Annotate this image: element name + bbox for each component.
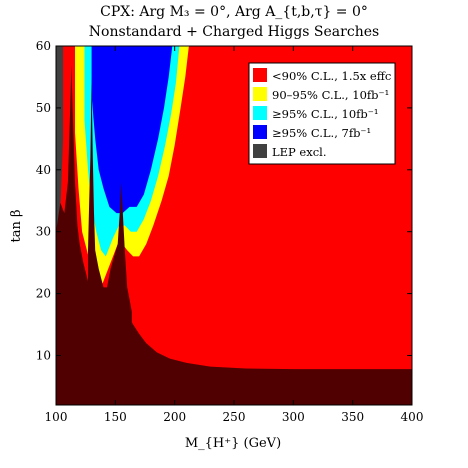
region-4-allowed-dark-region-spikes <box>88 76 132 405</box>
legend-swatch <box>253 125 267 139</box>
legend-label: <90% C.L., 1.5x effc <box>272 69 391 83</box>
y-tick-label: 40 <box>36 163 51 177</box>
legend-swatch <box>253 144 267 158</box>
legend-box <box>248 62 396 165</box>
y-tick-label: 50 <box>36 101 51 115</box>
x-axis-label: M_{H⁺} (GeV) <box>185 436 281 451</box>
x-tick-label: 100 <box>45 410 68 424</box>
legend-label: ≥95% C.L., 7fb⁻¹ <box>272 126 371 140</box>
legend-label: 90–95% C.L., 10fb⁻¹ <box>272 88 389 102</box>
y-tick-label: 20 <box>36 287 51 301</box>
chart-title-line1: CPX: Arg M₃ = 0°, Arg A_{t,b,τ} = 0° <box>100 4 368 20</box>
regions-layer <box>56 46 412 405</box>
legend-swatch <box>253 106 267 120</box>
y-tick-label: 10 <box>36 348 51 362</box>
x-tick-label: 300 <box>282 410 305 424</box>
x-tick-label: 400 <box>401 410 424 424</box>
legend-swatch <box>253 87 267 101</box>
x-tick-label: 250 <box>223 410 246 424</box>
legend-label: ≥95% C.L., 10fb⁻¹ <box>272 107 378 121</box>
x-tick-label: 200 <box>163 410 186 424</box>
x-tick-label: 350 <box>341 410 364 424</box>
chart-title-line2: Nonstandard + Charged Higgs Searches <box>89 24 379 40</box>
legend: <90% C.L., 1.5x effc 90–95% C.L., 10fb⁻¹ ≥… <box>248 62 396 165</box>
y-axis-label: tan β <box>9 210 24 243</box>
legend-swatch <box>253 68 267 82</box>
x-tick-label: 150 <box>104 410 127 424</box>
y-tick-label: 60 <box>36 39 51 53</box>
y-tick-label: 30 <box>36 225 51 239</box>
x-axis: 100 150 200 250 300 350 400 <box>45 46 424 424</box>
legend-label: LEP excl. <box>272 145 327 159</box>
region-2-95-c-l-7fb <box>91 46 173 214</box>
y-axis: 10 20 30 40 50 60 <box>36 39 412 362</box>
region-lep-excluded <box>56 46 64 232</box>
